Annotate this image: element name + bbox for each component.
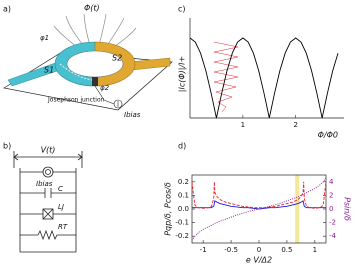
panel-label: c) [178, 5, 186, 14]
x-tick-label: 1 [241, 121, 245, 129]
y2-tick-label: 0 [329, 205, 333, 213]
data-line [189, 37, 339, 119]
highlight-band [295, 175, 300, 243]
y-tick-label: 0.0 [178, 205, 189, 213]
phase-label: φ2 [100, 84, 110, 92]
junction-label: Josephson junction [47, 97, 105, 104]
x-tick-label: -0.5 [224, 246, 238, 254]
x-tick-label: 1 [313, 246, 317, 254]
inductor-label: LJ [58, 203, 64, 211]
y-tick-label: -0.1 [175, 219, 189, 227]
flux-label: Φ(t) [84, 4, 100, 13]
x-axis-label: e V/Δ2 [246, 256, 272, 265]
panel-label: d) [178, 142, 186, 151]
y-axis-label: Pqp/δ, Pcos/δ [164, 182, 173, 236]
y-axis-label: |Ic(Φ)|/I+ [178, 56, 187, 92]
phase-label: φ1 [40, 34, 49, 42]
y-tick-label: 0.1 [178, 191, 189, 199]
panel-label: b) [3, 142, 11, 151]
x-tick-label: 0 [257, 246, 261, 254]
x-tick-label: 0.5 [281, 246, 292, 254]
capacitor-label: C [58, 185, 63, 193]
y2-tick-label: -4 [329, 232, 337, 240]
circuit [13, 151, 83, 253]
lead-label: S1 [44, 66, 54, 75]
x-tick-label: 2 [293, 121, 297, 129]
voltage-label: V(t) [41, 146, 56, 155]
x-axis-label: Φ/Φ0 [318, 131, 338, 140]
y2-axis-label: Psin/δ [343, 197, 352, 221]
bias-label: Ibias [36, 180, 53, 188]
y2-tick-label: 4 [329, 178, 334, 186]
panel-label: a) [3, 5, 11, 14]
bias-label: Ibias [124, 111, 141, 119]
data-line [191, 181, 327, 209]
y-tick-label: -0.2 [175, 232, 189, 240]
device-sketch [3, 13, 173, 111]
y-tick-label: 0.2 [178, 178, 189, 186]
data-line [191, 177, 327, 241]
lead-label: S2 [112, 54, 122, 63]
oscillation-sketch [213, 41, 239, 113]
y2-tick-label: 2 [329, 191, 333, 199]
y2-tick-label: -2 [329, 219, 336, 227]
resistor-label: RT [58, 223, 68, 231]
x-tick-label: -1 [200, 246, 207, 254]
